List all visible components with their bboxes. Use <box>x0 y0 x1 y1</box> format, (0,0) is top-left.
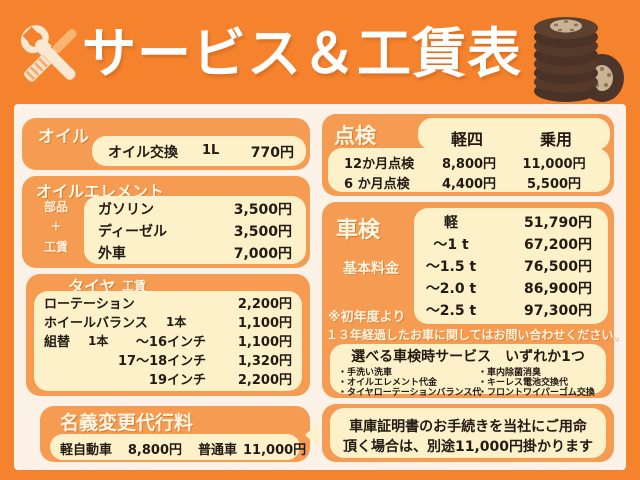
tire-heading-sub: 工賃 <box>122 279 147 293</box>
tire-row-spec: 〜16インチ <box>135 335 206 350</box>
shaken-row-price: 76,500円 <box>523 259 592 275</box>
oil-element-row-name: ガソリン <box>98 202 154 218</box>
oil-element-row-price: 3,500円 <box>233 202 292 218</box>
tire-row-name: ローテーション <box>44 297 135 312</box>
shaken-row-name: 〜1 t <box>433 237 469 253</box>
name-change-row-name: 普通車 <box>198 443 238 458</box>
shaken-row-price: 67,200円 <box>523 237 592 253</box>
pick-service-item: ・手洗い洗車 <box>338 368 393 378</box>
inspection-row-light: 8,800円 <box>441 157 497 172</box>
shaken-row-price: 51,790円 <box>523 215 592 231</box>
shaken-table: 軽 51,790円 〜1 t 67,200円 〜1.5 t 76,500円 〜2… <box>414 208 608 324</box>
oil-element-side-labor: 工賃 <box>43 240 68 254</box>
tire-row-qty: 1本 <box>88 334 109 348</box>
oil-row-price: 770円 <box>250 145 294 161</box>
tire-stack-icon <box>534 17 624 102</box>
oil-element-table: ガソリン 3,500円 ディーゼル 3,500円 外車 7,000円 <box>84 196 306 264</box>
oil-element-side-parts: 部品 <box>43 200 68 214</box>
garage-cert-card: 車庫証明書のお手続きを当社にご用命 頂く場合は、別途11,000円掛かります <box>322 404 614 462</box>
poster-header: サービス＆工賃表 <box>0 0 640 104</box>
inspection-table <box>328 148 610 192</box>
pick-service-item: ・キーレス電池交換代 <box>478 378 569 388</box>
name-change-card: 名義変更代行料 軽自動車 8,800円 普通車 11,000円 <box>40 406 310 462</box>
tire-row-name: ホイールバランス <box>44 316 148 331</box>
shaken-row-name: 〜2.0 t <box>425 281 477 297</box>
inspection-heading: 点検 <box>334 124 376 148</box>
tire-row-price: 2,200円 <box>237 297 292 312</box>
inspection-col-passenger: 乗用 <box>539 130 572 149</box>
oil-element-row-name: ディーゼル <box>98 224 168 240</box>
inspection-row-name: 12か月点検 <box>344 157 415 172</box>
tire-row-qty: 1本 <box>166 315 187 329</box>
shaken-note-text: １３年経過したお車に関してはお問い合わせください。 <box>326 328 626 342</box>
oil-element-row-price: 7,000円 <box>233 246 292 262</box>
oil-element-row-name: 外車 <box>98 246 126 262</box>
pick-service-box: 選べる車検時サービス いずれか1つ ・手洗い洗車 ・オイルエレメント代金 ・タイ… <box>330 344 606 398</box>
oil-row-qty: 1L <box>202 143 220 158</box>
inspection-row-passenger: 11,000円 <box>522 157 586 172</box>
right-column: 点検 軽四 乗用 12か月点検 8,800円 11,000円 6 か月点検 4,… <box>322 112 625 462</box>
pick-service-item: ・フロントワイパーゴム交換 <box>478 388 595 398</box>
oil-element-row-price: 3,500円 <box>233 224 292 240</box>
name-change-row-name: 軽自動車 <box>60 443 113 458</box>
tire-row-spec: 17〜18インチ <box>118 354 207 369</box>
oil-table: オイル交換 1L 770円 <box>92 136 306 166</box>
shaken-card: 車検 基本料金 軽 51,790円 〜1 t 67,200円 〜1.5 t 76… <box>322 202 625 398</box>
shaken-base-fee-label: 基本料金 <box>343 261 399 277</box>
inspection-row-passenger: 5,500円 <box>526 177 582 192</box>
tire-row-price: 1,100円 <box>237 316 292 331</box>
pick-service-item: ・オイルエレメント代金 <box>338 378 438 388</box>
tire-row-price: 2,200円 <box>237 373 292 388</box>
pick-service-title: 選べる車検時サービス いずれか1つ <box>351 349 585 365</box>
oil-element-side-plus: ＋ <box>50 220 62 233</box>
garage-cert-line1: 車庫証明書のお手続きを当社にご用命 <box>349 419 587 435</box>
name-change-heading: 名義変更代行料 <box>60 412 194 434</box>
oil-card: オイル オイル交換 1L 770円 <box>22 118 310 170</box>
oil-heading: オイル <box>38 127 89 147</box>
content-board: オイル オイル交換 1L 770円 オイルエレメント 部品 ＋ 工賃 ガソリン … <box>14 104 626 470</box>
shaken-row-price: 86,900円 <box>523 281 592 297</box>
pick-service-item: ・車内除菌消臭 <box>478 368 542 378</box>
oil-element-card: オイルエレメント 部品 ＋ 工賃 ガソリン 3,500円 ディーゼル 3,500… <box>22 176 310 268</box>
shaken-heading: 車検 <box>336 218 381 243</box>
inspection-header-band <box>418 118 610 150</box>
tire-row-price: 1,320円 <box>237 354 292 369</box>
inspection-row-name: 6 か月点検 <box>344 177 410 192</box>
inspection-card: 点検 軽四 乗用 12か月点検 8,800円 11,000円 6 か月点検 4,… <box>322 114 614 196</box>
inspection-row-light: 4,400円 <box>441 177 497 192</box>
garage-cert-line2: 頂く場合は、別途11,000円掛かります <box>342 439 594 455</box>
left-column: オイル オイル交換 1L 770円 オイルエレメント 部品 ＋ 工賃 ガソリン … <box>22 112 314 462</box>
pick-service-item: ・タイヤローテーションバランス代 <box>338 388 482 398</box>
tire-row-spec: 19インチ <box>148 373 206 388</box>
tire-row-name: 組替 <box>44 335 71 350</box>
garage-cert-box: 車庫証明書のお手続きを当社にご用命 頂く場合は、別途11,000円掛かります <box>330 408 606 458</box>
shaken-row-name: 〜1.5 t <box>425 259 477 275</box>
shaken-row-name: 〜2.5 t <box>425 303 477 319</box>
shaken-row-price: 97,300円 <box>523 303 592 319</box>
shaken-note-label: ※初年度より <box>328 310 406 325</box>
name-change-row-price: 11,000円 <box>243 443 307 458</box>
wrench-screwdriver-icon <box>21 25 77 82</box>
oil-row-name: オイル交換 <box>108 145 178 161</box>
tire-table: ローテーション 2,200円 ホイールバランス 1本 1,100円 組替 1本 … <box>34 291 302 391</box>
name-change-table: 軽自動車 8,800円 普通車 11,000円 <box>50 434 307 460</box>
name-change-row-price: 8,800円 <box>127 443 182 458</box>
left-pointer-triangle <box>305 422 319 448</box>
inspection-col-light: 軽四 <box>450 130 483 149</box>
shaken-row-name: 軽 <box>444 215 458 231</box>
tire-row-price: 1,100円 <box>237 335 292 350</box>
page-title: サービス＆工賃表 <box>82 22 522 85</box>
tire-card: タイヤ 工賃 ローテーション 2,200円 ホイールバランス 1本 1,100円… <box>26 274 310 396</box>
